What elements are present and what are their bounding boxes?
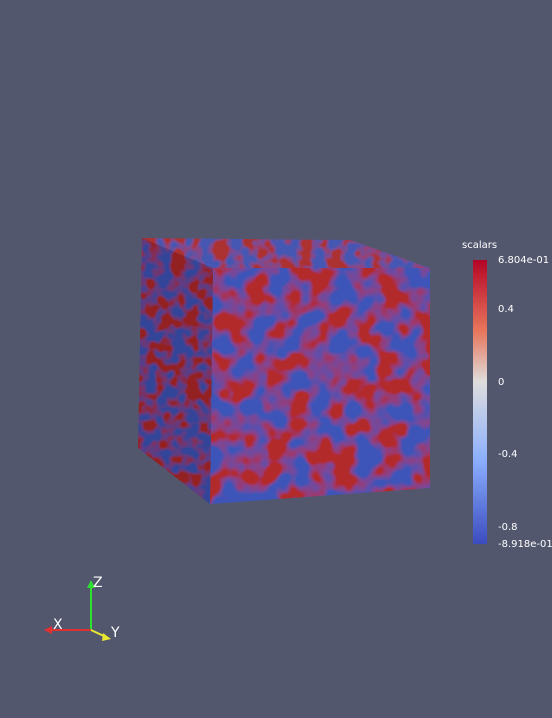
cube-front-face — [210, 268, 430, 504]
x-axis-arrow — [44, 626, 52, 634]
colorbar-title: scalars — [462, 240, 498, 251]
scalar-cube[interactable] — [134, 234, 435, 510]
y-axis-label: Y — [111, 625, 120, 641]
z-axis-label: Z — [93, 575, 103, 591]
y-axis-arrow — [102, 633, 111, 641]
colorbar-tick-label: -0.8 — [498, 522, 518, 533]
colorbar — [473, 260, 487, 544]
colorbar-tick-label: 0 — [498, 377, 505, 388]
colorbar-max-label: 6.804e-01 — [498, 255, 550, 266]
colorbar-min-label: -8.918e-01 — [498, 539, 552, 550]
z-axis-arrow — [87, 580, 95, 588]
colorbar-tick-label: 0.4 — [498, 304, 514, 315]
colorbar-tick-label: -0.4 — [498, 449, 518, 460]
x-axis-label: X — [53, 617, 63, 633]
cube-left-face — [138, 238, 213, 504]
orientation-axes — [44, 580, 111, 641]
